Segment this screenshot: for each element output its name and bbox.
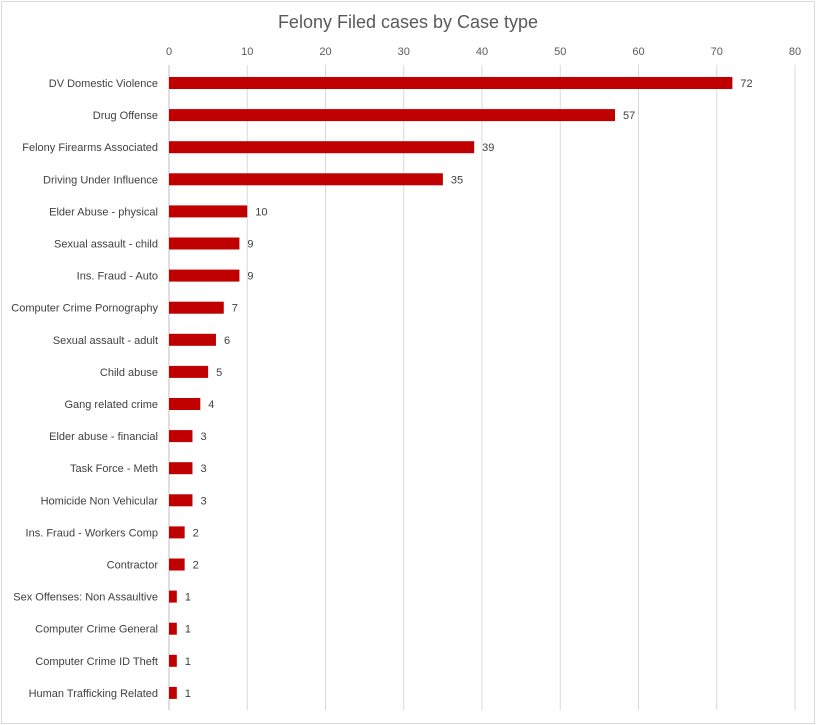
- data-label: 5: [216, 367, 222, 379]
- category-label: Ins. Fraud - Workers Comp: [26, 527, 158, 539]
- category-label: Driving Under Influence: [43, 174, 158, 186]
- data-label: 57: [623, 110, 635, 122]
- category-label: Drug Offense: [93, 110, 158, 122]
- bar: [169, 622, 177, 635]
- x-tick-label: 0: [166, 46, 172, 58]
- data-label: 1: [185, 592, 191, 604]
- category-label: Felony Firearms Associated: [22, 142, 158, 154]
- data-label: 2: [193, 560, 199, 572]
- bar: [169, 590, 177, 603]
- category-label: Elder abuse - financial: [49, 431, 158, 443]
- data-label: 35: [451, 174, 463, 186]
- category-label: Sexual assault - child: [54, 239, 158, 251]
- bar: [169, 494, 193, 507]
- category-label: Gang related crime: [64, 399, 158, 411]
- category-label: Sex Offenses: Non Assaultive: [13, 592, 158, 604]
- data-label: 6: [224, 335, 230, 347]
- bar: [169, 430, 193, 443]
- data-label: 39: [482, 142, 494, 154]
- data-label: 3: [200, 431, 206, 443]
- bar: [169, 301, 224, 314]
- category-label: Human Trafficking Related: [29, 688, 158, 700]
- category-label: Sexual assault - adult: [53, 335, 158, 347]
- data-label: 9: [247, 271, 253, 283]
- bar: [169, 462, 193, 475]
- bar: [169, 77, 733, 89]
- data-label: 1: [185, 624, 191, 636]
- bar: [169, 526, 185, 539]
- data-label: 2: [193, 527, 199, 539]
- bar: [169, 109, 616, 122]
- chart-title: Felony Filed cases by Case type: [277, 12, 539, 32]
- bar: [169, 237, 240, 250]
- category-label: Child abuse: [100, 367, 158, 379]
- x-tick-label: 60: [632, 46, 644, 58]
- bar: [169, 333, 216, 346]
- data-label: 72: [740, 78, 752, 90]
- x-tick-label: 20: [319, 46, 331, 58]
- category-label: Contractor: [107, 560, 159, 572]
- category-label: Homicide Non Vehicular: [41, 495, 159, 507]
- data-label: 1: [185, 656, 191, 668]
- data-label: 4: [208, 399, 214, 411]
- data-label: 10: [255, 206, 267, 218]
- data-label: 3: [200, 495, 206, 507]
- category-label: Elder Abuse - physical: [49, 206, 158, 218]
- bar: [169, 398, 201, 410]
- x-tick-label: 10: [241, 46, 253, 58]
- category-label: Task Force - Meth: [70, 463, 158, 475]
- x-tick-label: 30: [398, 46, 410, 58]
- bar: [169, 365, 209, 378]
- bar: [169, 686, 177, 699]
- x-tick-label: 80: [789, 46, 801, 58]
- x-tick-label: 40: [476, 46, 488, 58]
- x-tick-label: 50: [554, 46, 566, 58]
- category-label: Computer Crime ID Theft: [35, 656, 158, 668]
- category-label: Ins. Fraud - Auto: [77, 271, 158, 283]
- data-label: 9: [247, 239, 253, 251]
- data-label: 1: [185, 688, 191, 700]
- x-tick-label: 70: [711, 46, 723, 58]
- bar: [169, 173, 443, 186]
- category-label: Computer Crime General: [35, 624, 158, 636]
- bar: [169, 141, 475, 154]
- bar: [169, 269, 240, 282]
- category-label: DV Domestic Violence: [49, 78, 158, 90]
- data-label: 7: [232, 303, 238, 315]
- data-label: 3: [200, 463, 206, 475]
- category-label: Computer Crime Pornography: [11, 303, 158, 315]
- bar: [169, 205, 248, 218]
- bar: [169, 654, 177, 667]
- bar: [169, 558, 185, 571]
